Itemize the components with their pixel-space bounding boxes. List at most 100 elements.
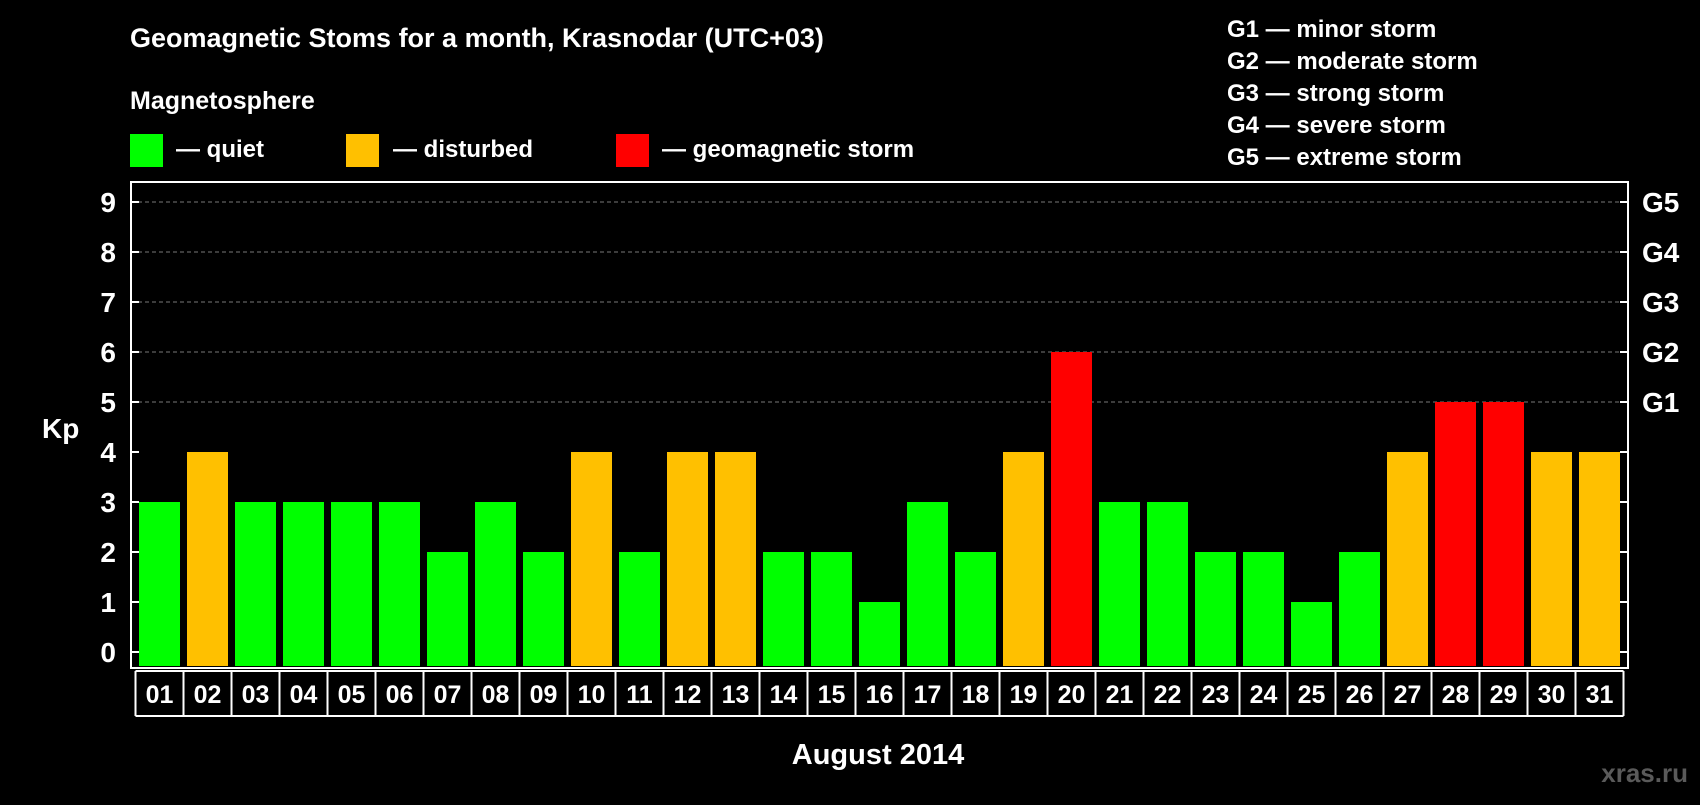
x-tick-label: 18 [962, 681, 990, 709]
legend-label-quiet: — quiet [176, 136, 264, 163]
legend-label-disturbed: — disturbed [393, 136, 533, 163]
storm-scale-g4: G4 — severe storm [1227, 112, 1446, 139]
x-tick-label: 07 [434, 681, 462, 709]
x-tick-label: 02 [194, 681, 222, 709]
right-tick-label: G2 [1642, 337, 1679, 368]
x-tick-label: 29 [1490, 681, 1518, 709]
legend-swatch-storm [616, 134, 649, 167]
bar [1195, 552, 1236, 666]
right-axis: G1 G2 G3 G4 G5 [1620, 187, 1680, 653]
x-tick-label: 21 [1106, 681, 1134, 709]
bar [1483, 402, 1524, 666]
legend-swatch-quiet [130, 134, 163, 167]
x-tick-label: 10 [578, 681, 606, 709]
x-axis-label: August 2014 [792, 739, 964, 771]
legend-item-quiet: — quiet [130, 134, 264, 167]
x-tick-label: 28 [1442, 681, 1470, 709]
bar [571, 452, 612, 666]
bar [1051, 352, 1092, 666]
bar [1579, 452, 1620, 666]
bar [379, 502, 420, 666]
bar [427, 552, 468, 666]
x-tick-label: 17 [914, 681, 942, 709]
x-tick-label: 12 [674, 681, 702, 709]
bar [811, 552, 852, 666]
y-tick-label: 5 [100, 387, 116, 418]
bar [1339, 552, 1380, 666]
bar [907, 502, 948, 666]
y-tick-label: 8 [100, 237, 116, 268]
legend-heading: Magnetosphere [130, 87, 315, 115]
bar [523, 552, 564, 666]
bar [1291, 602, 1332, 666]
y-tick-label: 9 [100, 187, 116, 218]
legend-label-storm: — geomagnetic storm [662, 136, 914, 163]
y-axis-label: Kp [42, 413, 79, 444]
legend-item-storm: — geomagnetic storm [616, 134, 914, 167]
x-tick-label: 03 [242, 681, 270, 709]
y-tick-label: 4 [100, 437, 116, 468]
bars [139, 352, 1620, 666]
bar [1387, 452, 1428, 666]
bar [955, 552, 996, 666]
x-tick-label: 13 [722, 681, 750, 709]
x-tick-label: 08 [482, 681, 510, 709]
x-tick-label: 16 [866, 681, 894, 709]
bar [331, 502, 372, 666]
x-tick-label: 14 [770, 681, 798, 709]
bar [1435, 402, 1476, 666]
x-tick-label: 25 [1298, 681, 1326, 709]
x-tick-label: 31 [1586, 681, 1614, 709]
right-tick-label: G4 [1642, 237, 1680, 268]
plot-frame [130, 181, 1629, 669]
chart-title: Geomagnetic Stoms for a month, Krasnodar… [130, 23, 824, 53]
x-tick-label: 27 [1394, 681, 1422, 709]
legend-item-disturbed: — disturbed [346, 134, 533, 167]
bar [1099, 502, 1140, 666]
bar [139, 502, 180, 666]
x-axis: 01 02 03 04 05 06 07 08 09 10 11 12 13 14 15 16 17 18 19 20… [134, 670, 1625, 717]
y-tick-label: 1 [100, 587, 116, 618]
bar [667, 452, 708, 666]
storm-scale-list: G1 — minor storm G2 — moderate storm G3 … [1227, 16, 1478, 171]
bar [283, 502, 324, 666]
storm-scale-g2: G2 — moderate storm [1227, 48, 1478, 75]
y-tick-label: 3 [100, 487, 116, 518]
bar [1147, 502, 1188, 666]
x-tick-label: 04 [290, 681, 318, 709]
gridlines [131, 201, 1628, 403]
bar [1531, 452, 1572, 666]
x-tick-label: 15 [818, 681, 846, 709]
storm-scale-g1: G1 — minor storm [1227, 16, 1436, 43]
x-tick-label: 23 [1202, 681, 1230, 709]
x-tick-label: 06 [386, 681, 414, 709]
storm-scale-g5: G5 — extreme storm [1227, 144, 1462, 171]
x-tick-label: 09 [530, 681, 558, 709]
right-tick-label: G1 [1642, 387, 1679, 418]
right-tick-label: G3 [1642, 287, 1679, 318]
bar [475, 502, 516, 666]
x-tick-label: 05 [338, 681, 366, 709]
storm-scale-g3: G3 — strong storm [1227, 80, 1444, 107]
bar [859, 602, 900, 666]
bar [619, 552, 660, 666]
y-tick-label: 0 [100, 637, 116, 668]
bar [715, 452, 756, 666]
y-tick-label: 7 [100, 287, 116, 318]
y-tick-label: 2 [100, 537, 116, 568]
x-tick-label: 11 [626, 681, 653, 709]
legend-swatch-disturbed [346, 134, 379, 167]
watermark: xras.ru [1601, 758, 1688, 788]
x-tick-label: 01 [146, 681, 174, 709]
bar [235, 502, 276, 666]
y-tick-label: 6 [100, 337, 116, 368]
x-tick-label: 30 [1538, 681, 1566, 709]
x-tick-label: 26 [1346, 681, 1374, 709]
bar [1003, 452, 1044, 666]
y-axis: 0 1 2 3 4 5 6 7 8 9 [100, 187, 139, 668]
bar [1243, 552, 1284, 666]
x-tick-label: 19 [1010, 681, 1038, 709]
bar [763, 552, 804, 666]
right-tick-label: G5 [1642, 187, 1679, 218]
